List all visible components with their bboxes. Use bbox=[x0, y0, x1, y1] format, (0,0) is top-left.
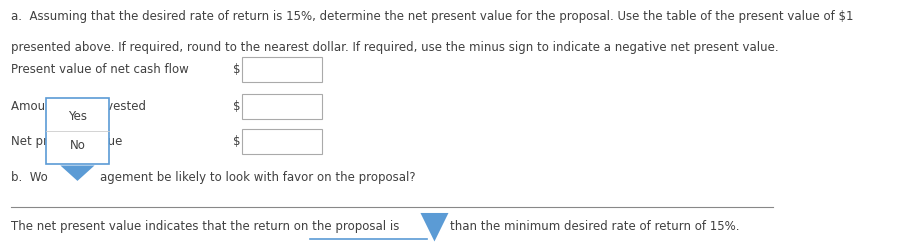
FancyBboxPatch shape bbox=[242, 129, 322, 154]
Text: Yes: Yes bbox=[68, 110, 87, 123]
Text: $: $ bbox=[233, 100, 240, 112]
FancyBboxPatch shape bbox=[46, 98, 109, 164]
Text: Amount to be invested: Amount to be invested bbox=[10, 100, 145, 112]
Text: $: $ bbox=[233, 135, 240, 148]
Polygon shape bbox=[61, 165, 95, 181]
FancyBboxPatch shape bbox=[242, 94, 322, 119]
Text: b.  Wo: b. Wo bbox=[10, 171, 47, 184]
Text: alue: alue bbox=[96, 135, 122, 148]
Text: Present value of net cash flow: Present value of net cash flow bbox=[10, 63, 188, 76]
Polygon shape bbox=[420, 213, 448, 242]
FancyBboxPatch shape bbox=[242, 57, 322, 82]
Text: No: No bbox=[70, 139, 85, 152]
Text: agement be likely to look with favor on the proposal?: agement be likely to look with favor on … bbox=[100, 171, 415, 184]
Text: presented above. If required, round to the nearest dollar. If required, use the : presented above. If required, round to t… bbox=[10, 41, 777, 54]
Text: than the minimum desired rate of return of 15%.: than the minimum desired rate of return … bbox=[449, 220, 739, 233]
Text: $: $ bbox=[233, 63, 240, 76]
Text: The net present value indicates that the return on the proposal is: The net present value indicates that the… bbox=[10, 220, 399, 233]
Text: a.  Assuming that the desired rate of return is 15%, determine the net present v: a. Assuming that the desired rate of ret… bbox=[10, 10, 852, 23]
Text: Net pr: Net pr bbox=[10, 135, 48, 148]
